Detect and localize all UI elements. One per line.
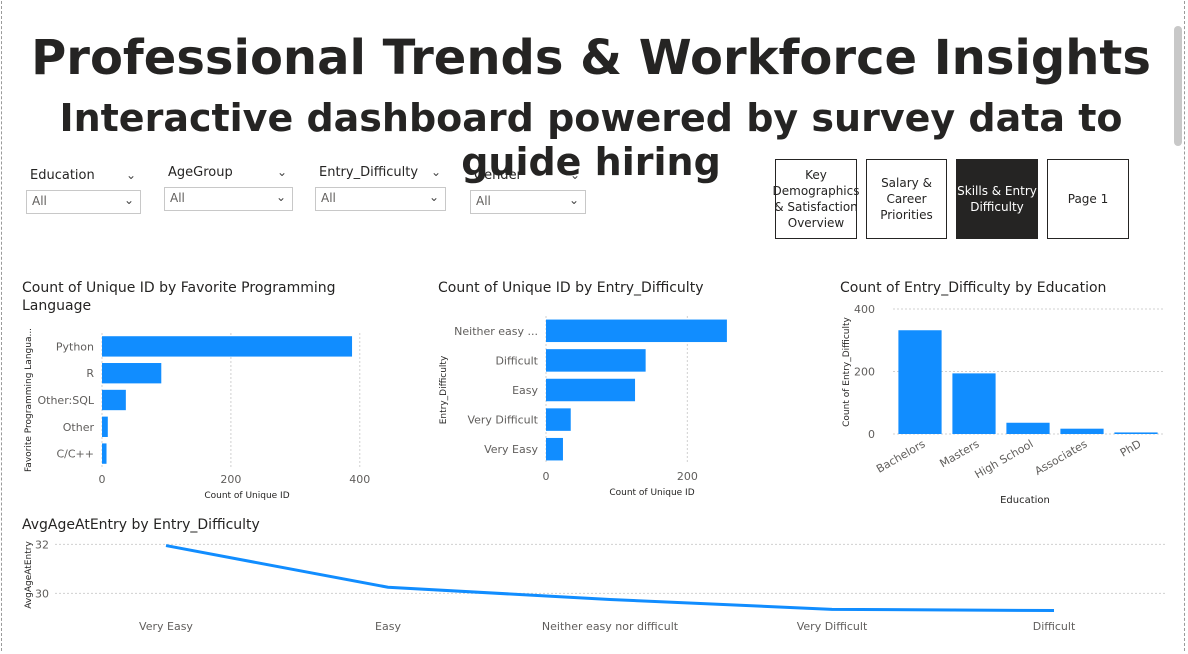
chart-title-language: Count of Unique ID by Favorite Programmi…	[22, 280, 336, 314]
chevron-down-icon[interactable]: ⌄	[275, 190, 286, 204]
slicer-value: All	[170, 191, 185, 205]
dashboard-subtitle: Interactive dashboard powered by survey …	[59, 96, 1123, 184]
chart-title-education: Count of Entry_Difficulty by Education	[840, 280, 1107, 296]
slicer-label: AgeGroup	[168, 165, 233, 180]
vertical-scrollbar[interactable]	[1174, 26, 1182, 146]
chart-title-entry-difficulty: Count of Unique ID by Entry_Difficulty	[438, 280, 704, 296]
chevron-down-icon[interactable]: ⌄	[123, 193, 134, 207]
chevron-down-icon[interactable]: ⌄	[568, 193, 579, 207]
slicer-dropdown[interactable]: All ⌄	[470, 190, 586, 214]
slicer-value: All	[321, 191, 336, 205]
dashboard-title: Professional Trends & Workforce Insights	[31, 30, 1151, 86]
slicer-education[interactable]: Education ⌄ All ⌄	[26, 168, 141, 216]
nav-button-skills[interactable]: Skills & Entry Difficulty	[956, 159, 1038, 239]
chevron-down-icon[interactable]: ⌄	[277, 165, 288, 179]
nav-button-label: Skills & Entry Difficulty	[957, 184, 1037, 214]
slicer-label: Education	[30, 168, 95, 183]
nav-button-label: Page 1	[1067, 192, 1109, 206]
slicer-dropdown[interactable]: All ⌄	[315, 187, 446, 211]
chevron-down-icon[interactable]: ⌄	[428, 190, 439, 204]
chevron-down-icon[interactable]: ⌄	[570, 168, 581, 182]
nav-button-label: Key Demographics & Satisfaction Overview	[772, 168, 860, 230]
slicer-label: Entry_Difficulty	[319, 165, 419, 180]
slicer-agegroup[interactable]: AgeGroup ⌄ All ⌄	[164, 165, 293, 213]
nav-button-page1[interactable]: Page 1	[1047, 159, 1129, 239]
nav-button-label: Salary & Career Priorities	[880, 176, 933, 222]
nav-button-demographics[interactable]: Key Demographics & Satisfaction Overview	[772, 159, 860, 239]
slicer-value: All	[476, 194, 491, 208]
slicer-entry-difficulty[interactable]: Entry_Difficulty ⌄ All ⌄	[315, 165, 446, 213]
slicer-dropdown[interactable]: All ⌄	[26, 190, 141, 214]
nav-button-salary[interactable]: Salary & Career Priorities	[866, 159, 947, 239]
chevron-down-icon[interactable]: ⌄	[126, 168, 137, 182]
chevron-down-icon[interactable]: ⌄	[431, 165, 442, 179]
chart-title-avg-age: AvgAgeAtEntry by Entry_Difficulty	[22, 517, 260, 533]
slicer-dropdown[interactable]: All ⌄	[164, 187, 293, 211]
slicer-gender[interactable]: Gender ⌄ All ⌄	[470, 168, 586, 216]
slicer-value: All	[32, 194, 47, 208]
slicer-label: Gender	[474, 168, 522, 183]
